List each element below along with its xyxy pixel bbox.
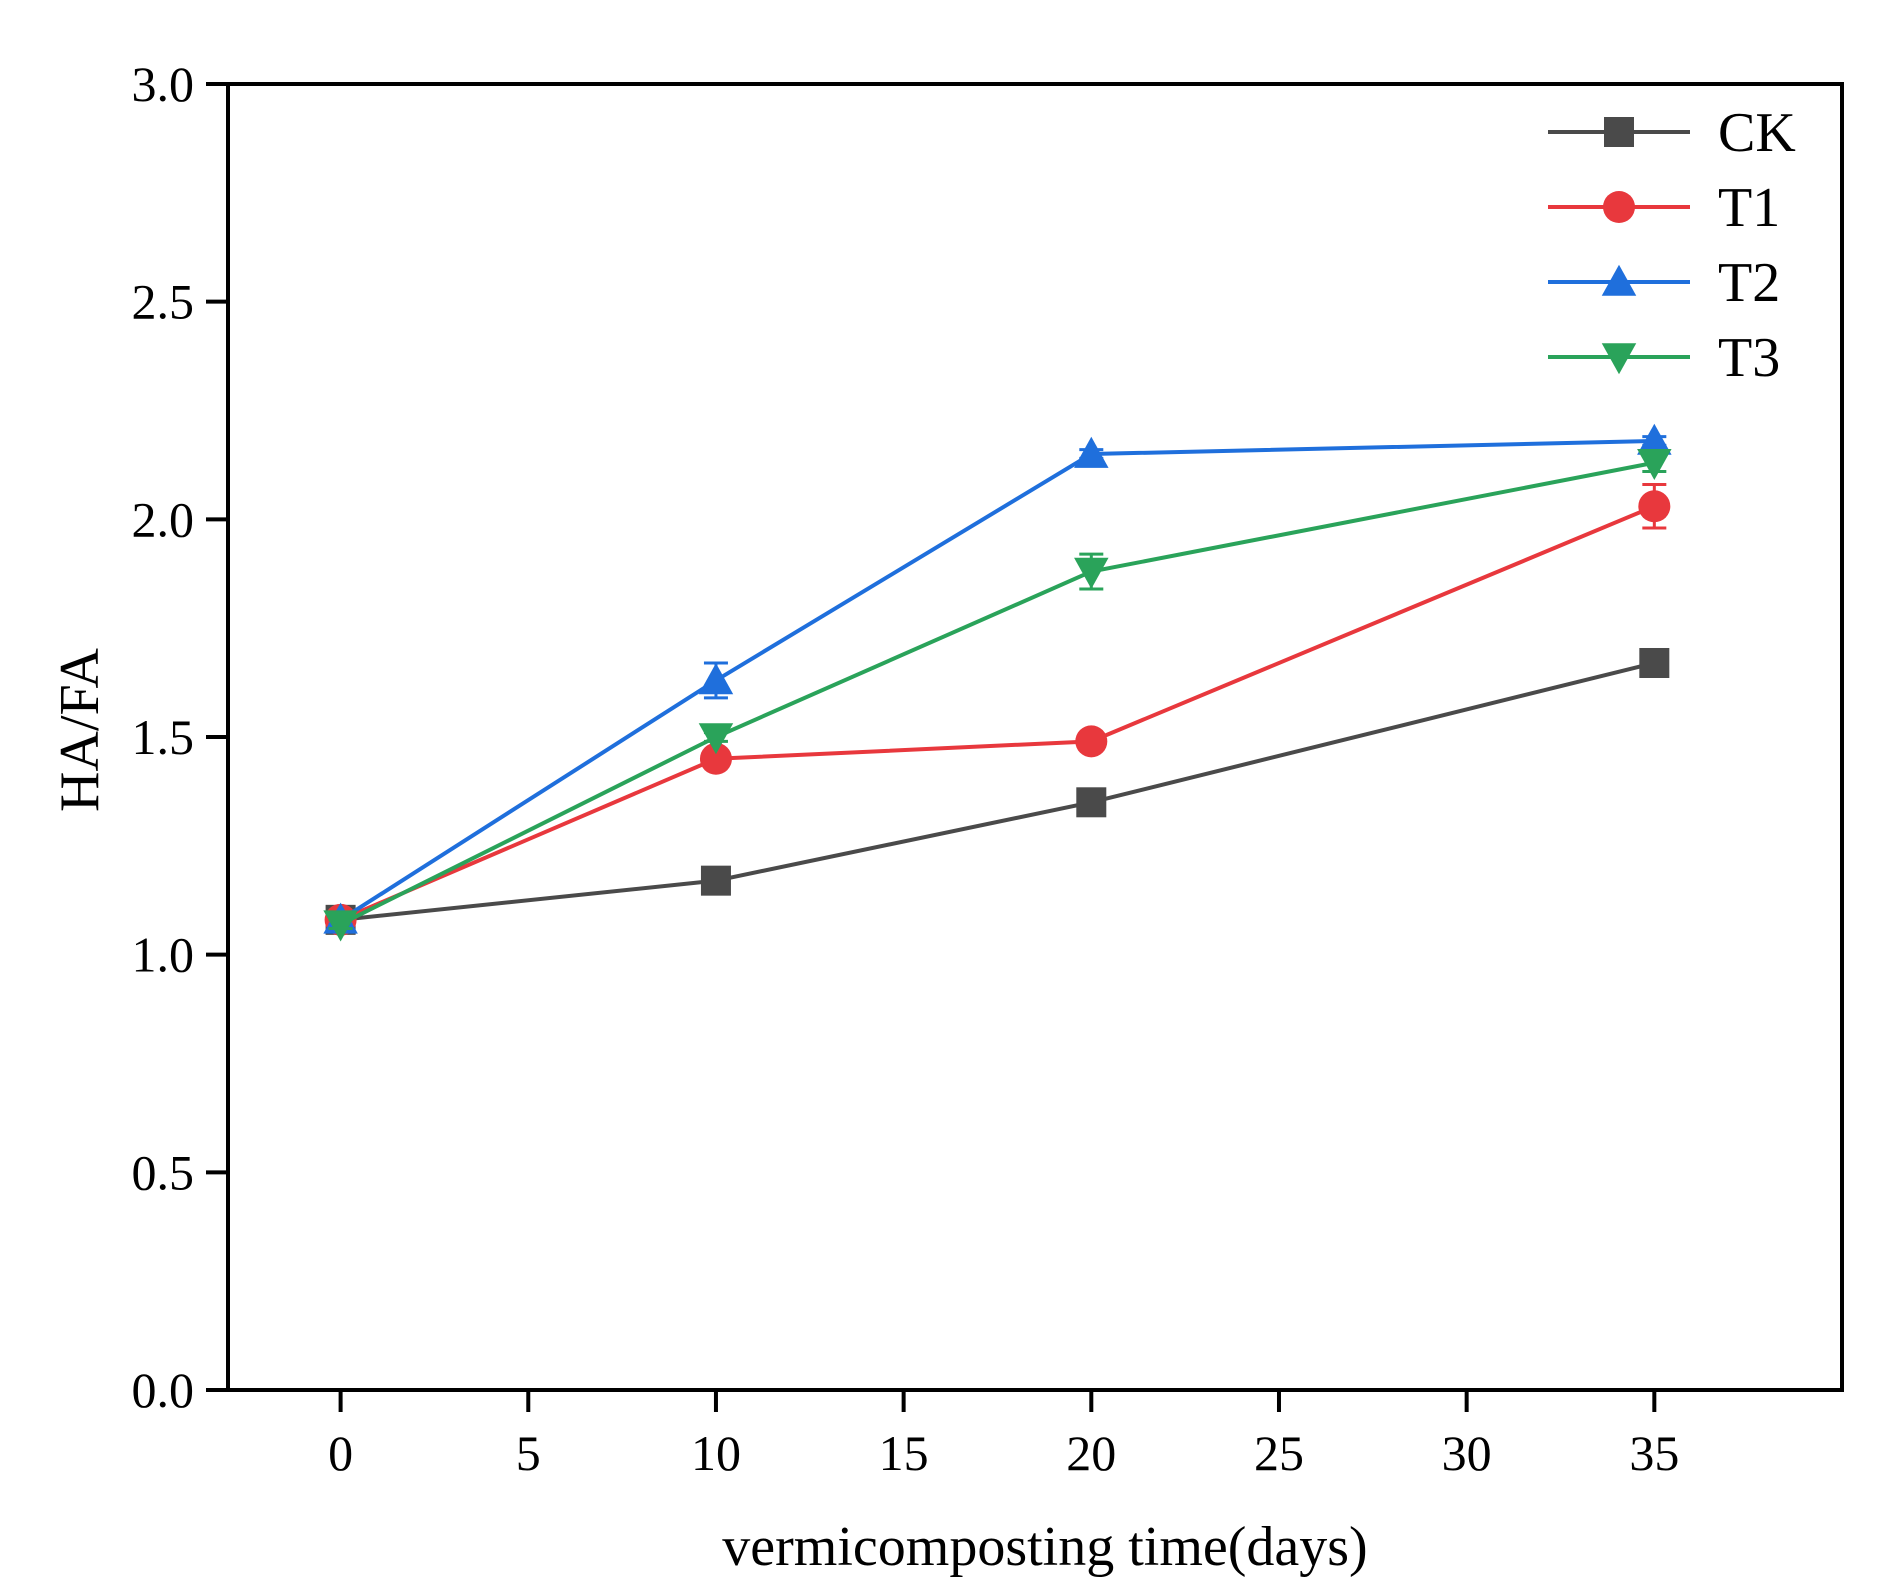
x-tick-label: 20 xyxy=(1066,1425,1116,1481)
series-line-t1 xyxy=(339,504,1656,922)
plot-frame xyxy=(226,82,1844,1392)
data-point-t2 xyxy=(1074,436,1109,468)
x-tick-label: 5 xyxy=(516,1425,541,1481)
data-point-ck xyxy=(700,865,731,896)
legend-marker-t2 xyxy=(1601,264,1637,296)
y-tick-label: 3.0 xyxy=(132,56,195,112)
x-tick-label: 35 xyxy=(1629,1425,1679,1481)
legend-item-t1: T1 xyxy=(1548,177,1780,239)
y-axis-title: HA/FA xyxy=(49,648,111,812)
y-tick-label: 2.0 xyxy=(132,491,195,547)
data-point-t3 xyxy=(698,723,734,755)
x-tick-label: 10 xyxy=(691,1425,741,1481)
data-point-ck xyxy=(1076,787,1107,818)
plot-layer xyxy=(323,423,1672,942)
data-point-t3 xyxy=(323,910,358,942)
data-point-t2 xyxy=(698,663,734,695)
legend-label-t3: T3 xyxy=(1718,327,1780,389)
axes-layer: 0 5 10 15 20 25 30 35 0.0 0.5 1.0 1.5 2.0 2.5 3.0 xyxy=(132,56,1844,1481)
y-tick-label: 0.0 xyxy=(132,1362,195,1418)
legend-item-t2: T2 xyxy=(1548,252,1780,314)
series-line-t2 xyxy=(339,438,1655,922)
y-tick-label: 2.5 xyxy=(132,274,195,330)
x-tick-label: 0 xyxy=(328,1425,353,1481)
legend-marker-t1 xyxy=(1603,191,1635,223)
legend-item-ck: CK xyxy=(1548,102,1796,164)
y-tick-label: 1.5 xyxy=(132,709,195,765)
legend-label-t2: T2 xyxy=(1718,252,1780,314)
data-point-t3 xyxy=(1074,557,1109,589)
data-point-t3 xyxy=(1637,448,1672,480)
data-point-t1 xyxy=(1075,725,1108,758)
legend-item-t3: T3 xyxy=(1548,327,1780,389)
series-ck xyxy=(325,647,1670,935)
x-tick-label: 15 xyxy=(879,1425,929,1481)
x-axis-title: vermicomposting time(days) xyxy=(722,1516,1367,1578)
series-t3 xyxy=(323,448,1672,942)
data-point-ck xyxy=(1639,647,1670,678)
series-line-t3 xyxy=(339,460,1655,926)
legend-marker-t3 xyxy=(1601,343,1637,375)
legend-label-ck: CK xyxy=(1718,102,1796,164)
y-tick-label: 0.5 xyxy=(132,1144,195,1200)
x-tick-label: 25 xyxy=(1254,1425,1304,1481)
series-line-ck xyxy=(340,661,1655,922)
y-tick-label: 1.0 xyxy=(132,927,195,983)
data-point-t1 xyxy=(699,742,732,775)
data-point-t2 xyxy=(1637,423,1672,455)
data-point-t1 xyxy=(1638,490,1671,523)
legend-marker-ck xyxy=(1604,117,1634,147)
legend-label-t1: T1 xyxy=(1718,177,1780,239)
legend: CK T1 T2 T3 xyxy=(1548,102,1796,389)
x-tick-label: 30 xyxy=(1442,1425,1492,1481)
